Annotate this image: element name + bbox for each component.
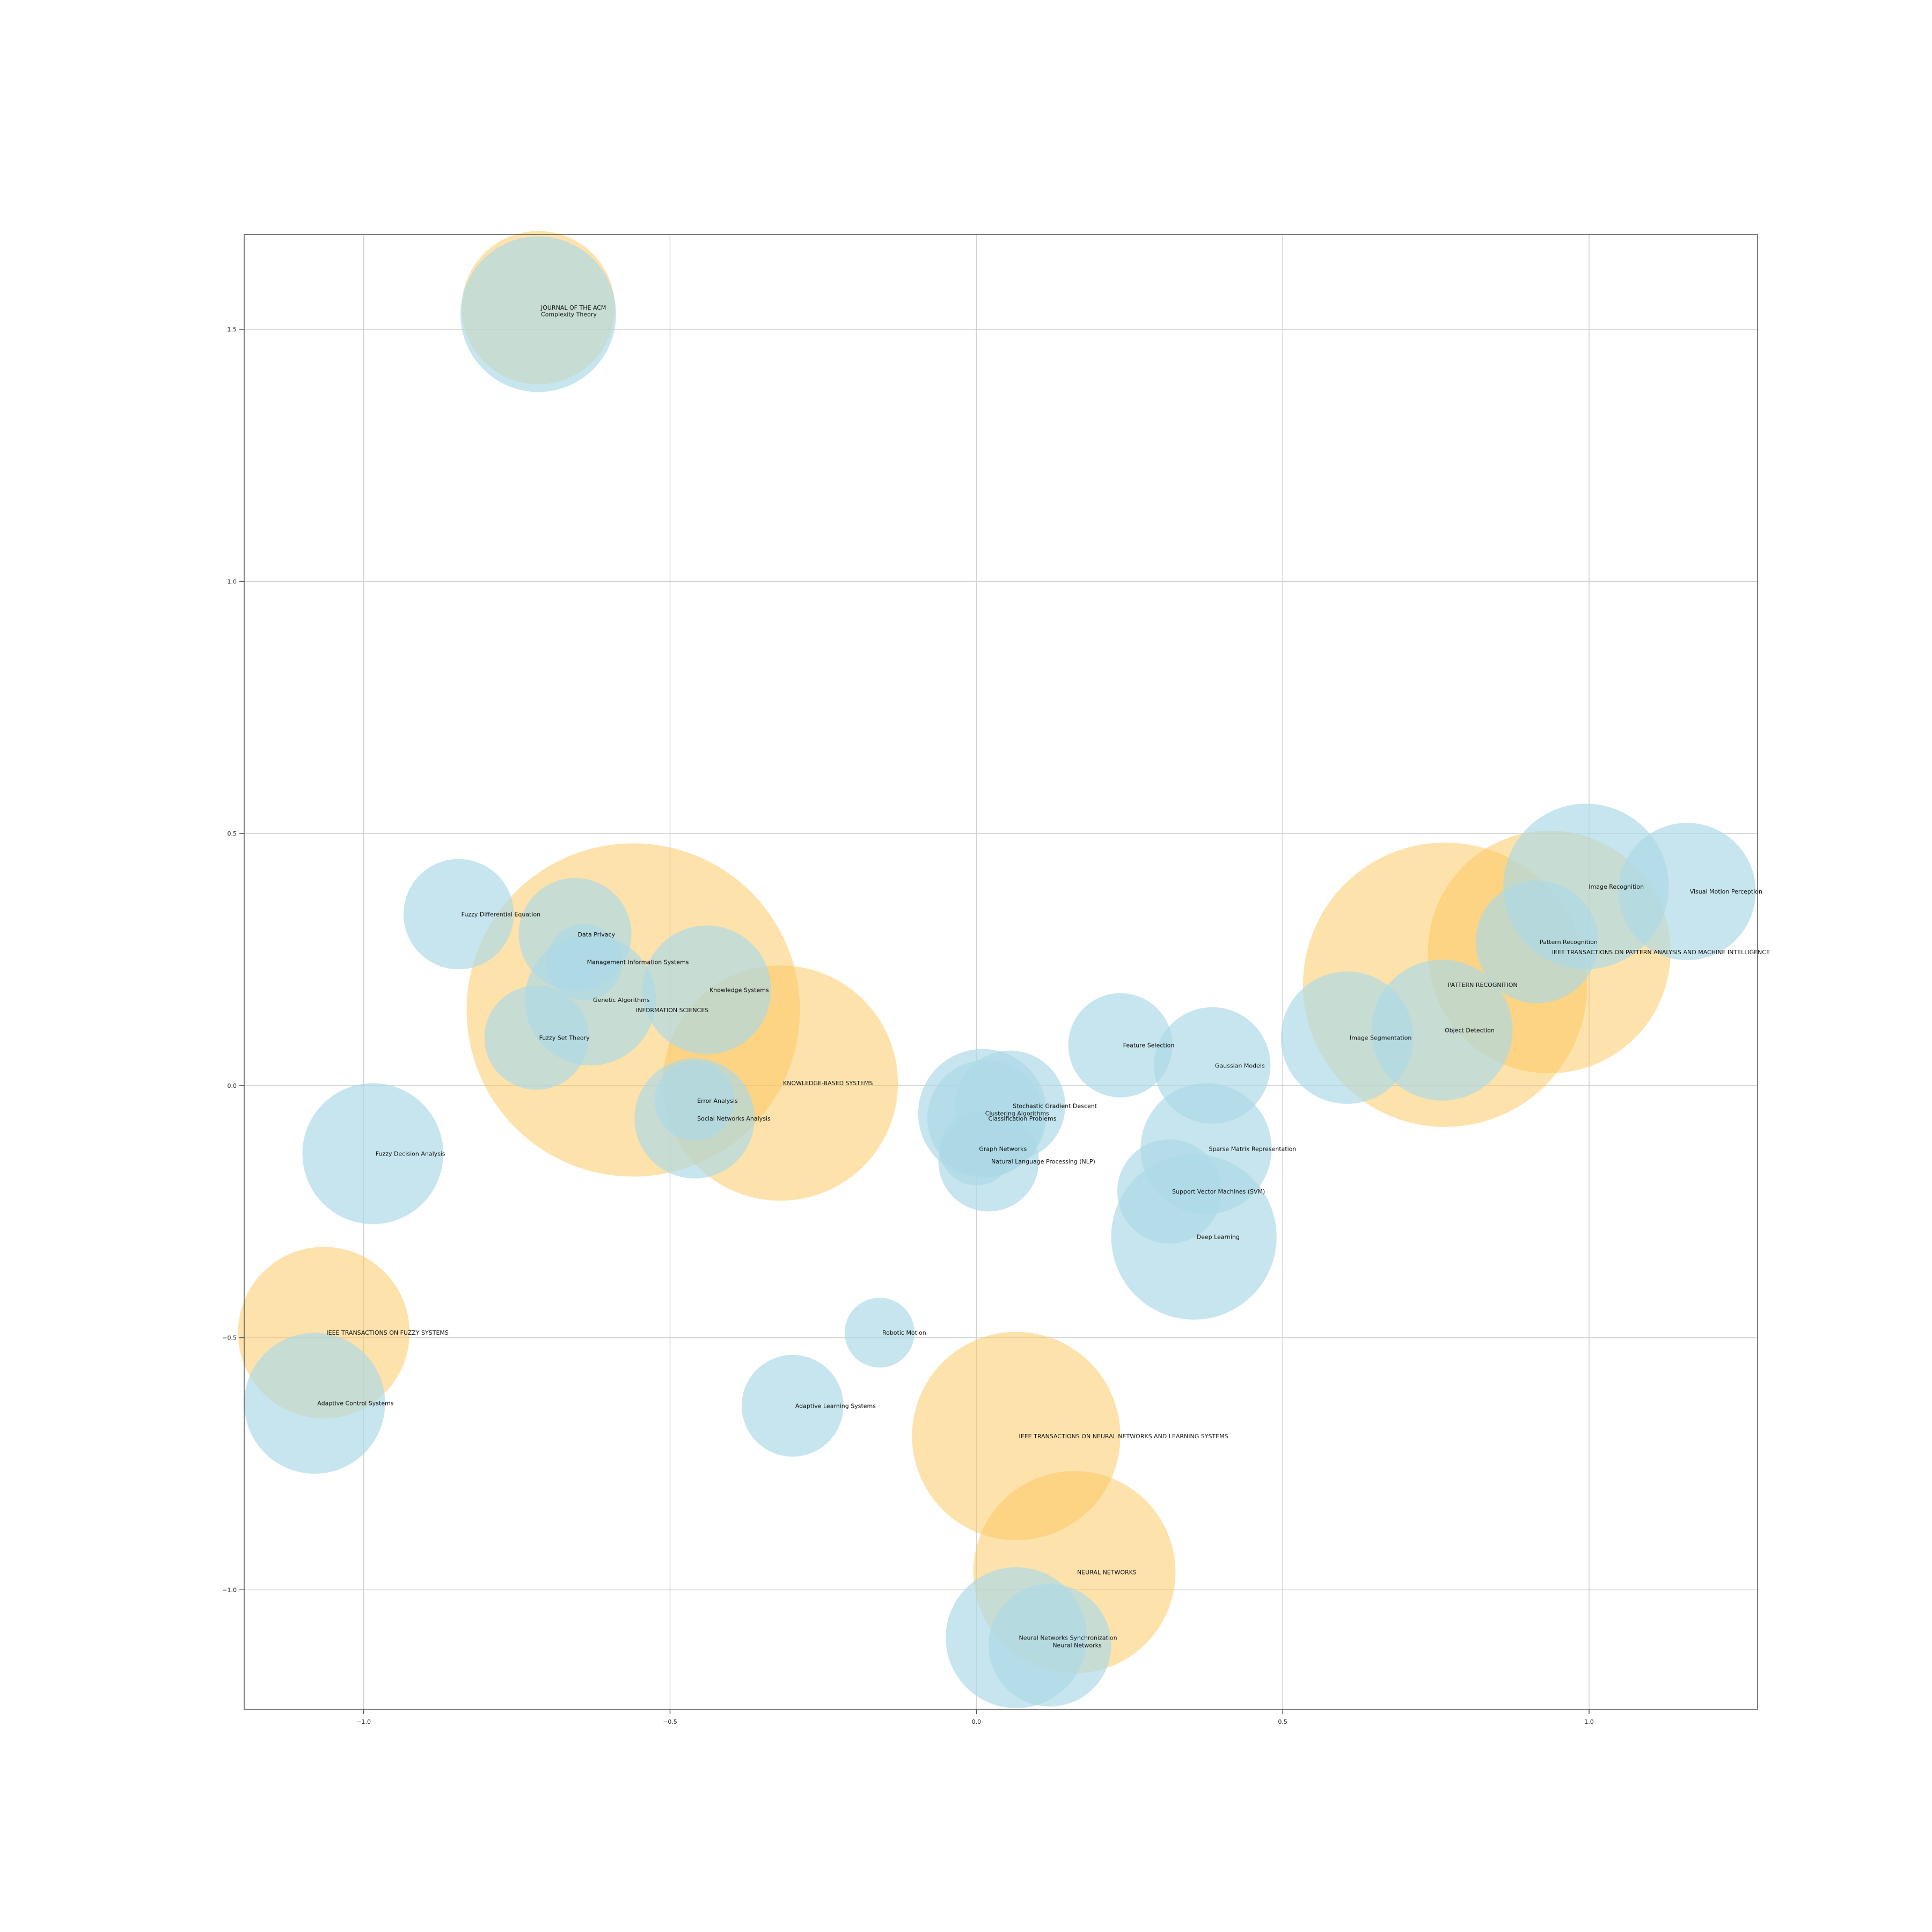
- x-tick-label: 0.0: [972, 1718, 982, 1725]
- x-tick-label: −0.5: [663, 1718, 677, 1725]
- venue-label: INFORMATION SCIENCES: [636, 1007, 708, 1014]
- topic-label: Deep Learning: [1197, 1234, 1240, 1241]
- topic-label: Sparse Matrix Representation: [1209, 1145, 1296, 1152]
- topic-label: Social Networks Analysis: [697, 1115, 771, 1122]
- y-tick-label: 0.0: [228, 1082, 237, 1089]
- plot-frame: [244, 234, 1758, 1710]
- y-tick-label: −0.5: [222, 1335, 237, 1342]
- topic-label: Gaussian Models: [1215, 1062, 1265, 1069]
- venue-label: IEEE TRANSACTIONS ON FUZZY SYSTEMS: [326, 1329, 448, 1336]
- topic-bubble: [1068, 993, 1173, 1097]
- topic-label: Clustering Algorithms: [985, 1110, 1049, 1117]
- venue-label: IEEE TRANSACTIONS ON NEURAL NETWORKS AND…: [1019, 1433, 1228, 1440]
- topic-label: Error Analysis: [697, 1097, 738, 1104]
- topic-bubble: [1111, 1154, 1277, 1320]
- topic-bubbles: [244, 236, 1756, 1708]
- topic-bubble: [302, 1083, 444, 1224]
- venue-label: PATTERN RECOGNITION: [1448, 982, 1518, 989]
- topic-label: Feature Selection: [1123, 1042, 1175, 1049]
- topic-bubble: [1371, 960, 1513, 1101]
- x-axis-ticks: −1.0 −0.5 0.0 0.5 1.0: [356, 1709, 1594, 1725]
- topic-label: Adaptive Learning Systems: [795, 1402, 876, 1409]
- y-tick-label: 0.5: [228, 830, 237, 837]
- topic-label: Support Vector Machines (SVM): [1172, 1188, 1265, 1195]
- venue-label: IEEE TRANSACTIONS ON PATTERN ANALYSIS AN…: [1552, 949, 1770, 956]
- topic-label: Neural Networks: [1052, 1642, 1102, 1649]
- topic-bubble: [642, 925, 771, 1055]
- venue-label: JOURNAL OF THE ACM: [540, 304, 606, 311]
- topic-label: Fuzzy Differential Equation: [462, 911, 541, 918]
- venue-label: KNOWLEDGE-BASED SYSTEMS: [783, 1080, 873, 1087]
- y-tick-label: 1.0: [228, 578, 237, 585]
- topic-label: Adaptive Control Systems: [317, 1400, 393, 1407]
- bubble-labels: JOURNAL OF THE ACM INFORMATION SCIENCES KN…: [317, 304, 1770, 1649]
- topic-bubble: [634, 1058, 755, 1179]
- topic-bubble: [989, 1584, 1111, 1707]
- topic-label: Robotic Motion: [882, 1329, 926, 1336]
- topic-label: Complexity Theory: [541, 311, 597, 318]
- topic-label: Object Detection: [1445, 1027, 1495, 1034]
- topic-label: Graph Networks: [979, 1145, 1027, 1152]
- topic-bubble: [484, 985, 589, 1090]
- x-tick-label: 1.0: [1584, 1718, 1594, 1725]
- topic-bubble: [844, 1298, 915, 1368]
- topic-label: Genetic Algorithms: [593, 997, 650, 1004]
- venue-label: NEURAL NETWORKS: [1077, 1569, 1137, 1576]
- topic-bubble: [1475, 880, 1599, 1004]
- topic-label: Fuzzy Set Theory: [539, 1035, 590, 1042]
- topic-label: Neural Networks Synchronization: [1019, 1635, 1117, 1642]
- topic-label: Management Information Systems: [587, 959, 689, 966]
- x-tick-label: 0.5: [1278, 1718, 1287, 1725]
- topic-label: Classification Problems: [988, 1115, 1056, 1122]
- topic-bubble: [938, 1111, 1039, 1212]
- y-tick-label: −1.0: [222, 1586, 237, 1593]
- topic-label: Natural Language Processing (NLP): [991, 1158, 1095, 1165]
- topic-label: Pattern Recognition: [1540, 939, 1598, 946]
- topic-bubble: [403, 859, 514, 970]
- y-axis-ticks: −1.0 −0.5 0.0 0.5 1.0 1.5: [222, 326, 244, 1593]
- topic-bubble: [742, 1355, 844, 1457]
- y-tick-label: 1.5: [228, 326, 237, 333]
- topic-bubble: [1618, 823, 1756, 961]
- topic-label: Visual Motion Perception: [1690, 888, 1762, 895]
- topic-label: Fuzzy Decision Analysis: [376, 1151, 445, 1158]
- topic-label: Knowledge Systems: [709, 986, 769, 993]
- topic-bubble: [244, 1333, 385, 1474]
- topic-label: Data Privacy: [578, 931, 616, 938]
- topic-label: Image Segmentation: [1350, 1035, 1411, 1042]
- x-tick-label: −1.0: [356, 1718, 371, 1725]
- topic-label: Image Recognition: [1589, 883, 1644, 890]
- topic-bubble: [460, 236, 617, 392]
- topic-label: Stochastic Gradient Descent: [1013, 1102, 1097, 1109]
